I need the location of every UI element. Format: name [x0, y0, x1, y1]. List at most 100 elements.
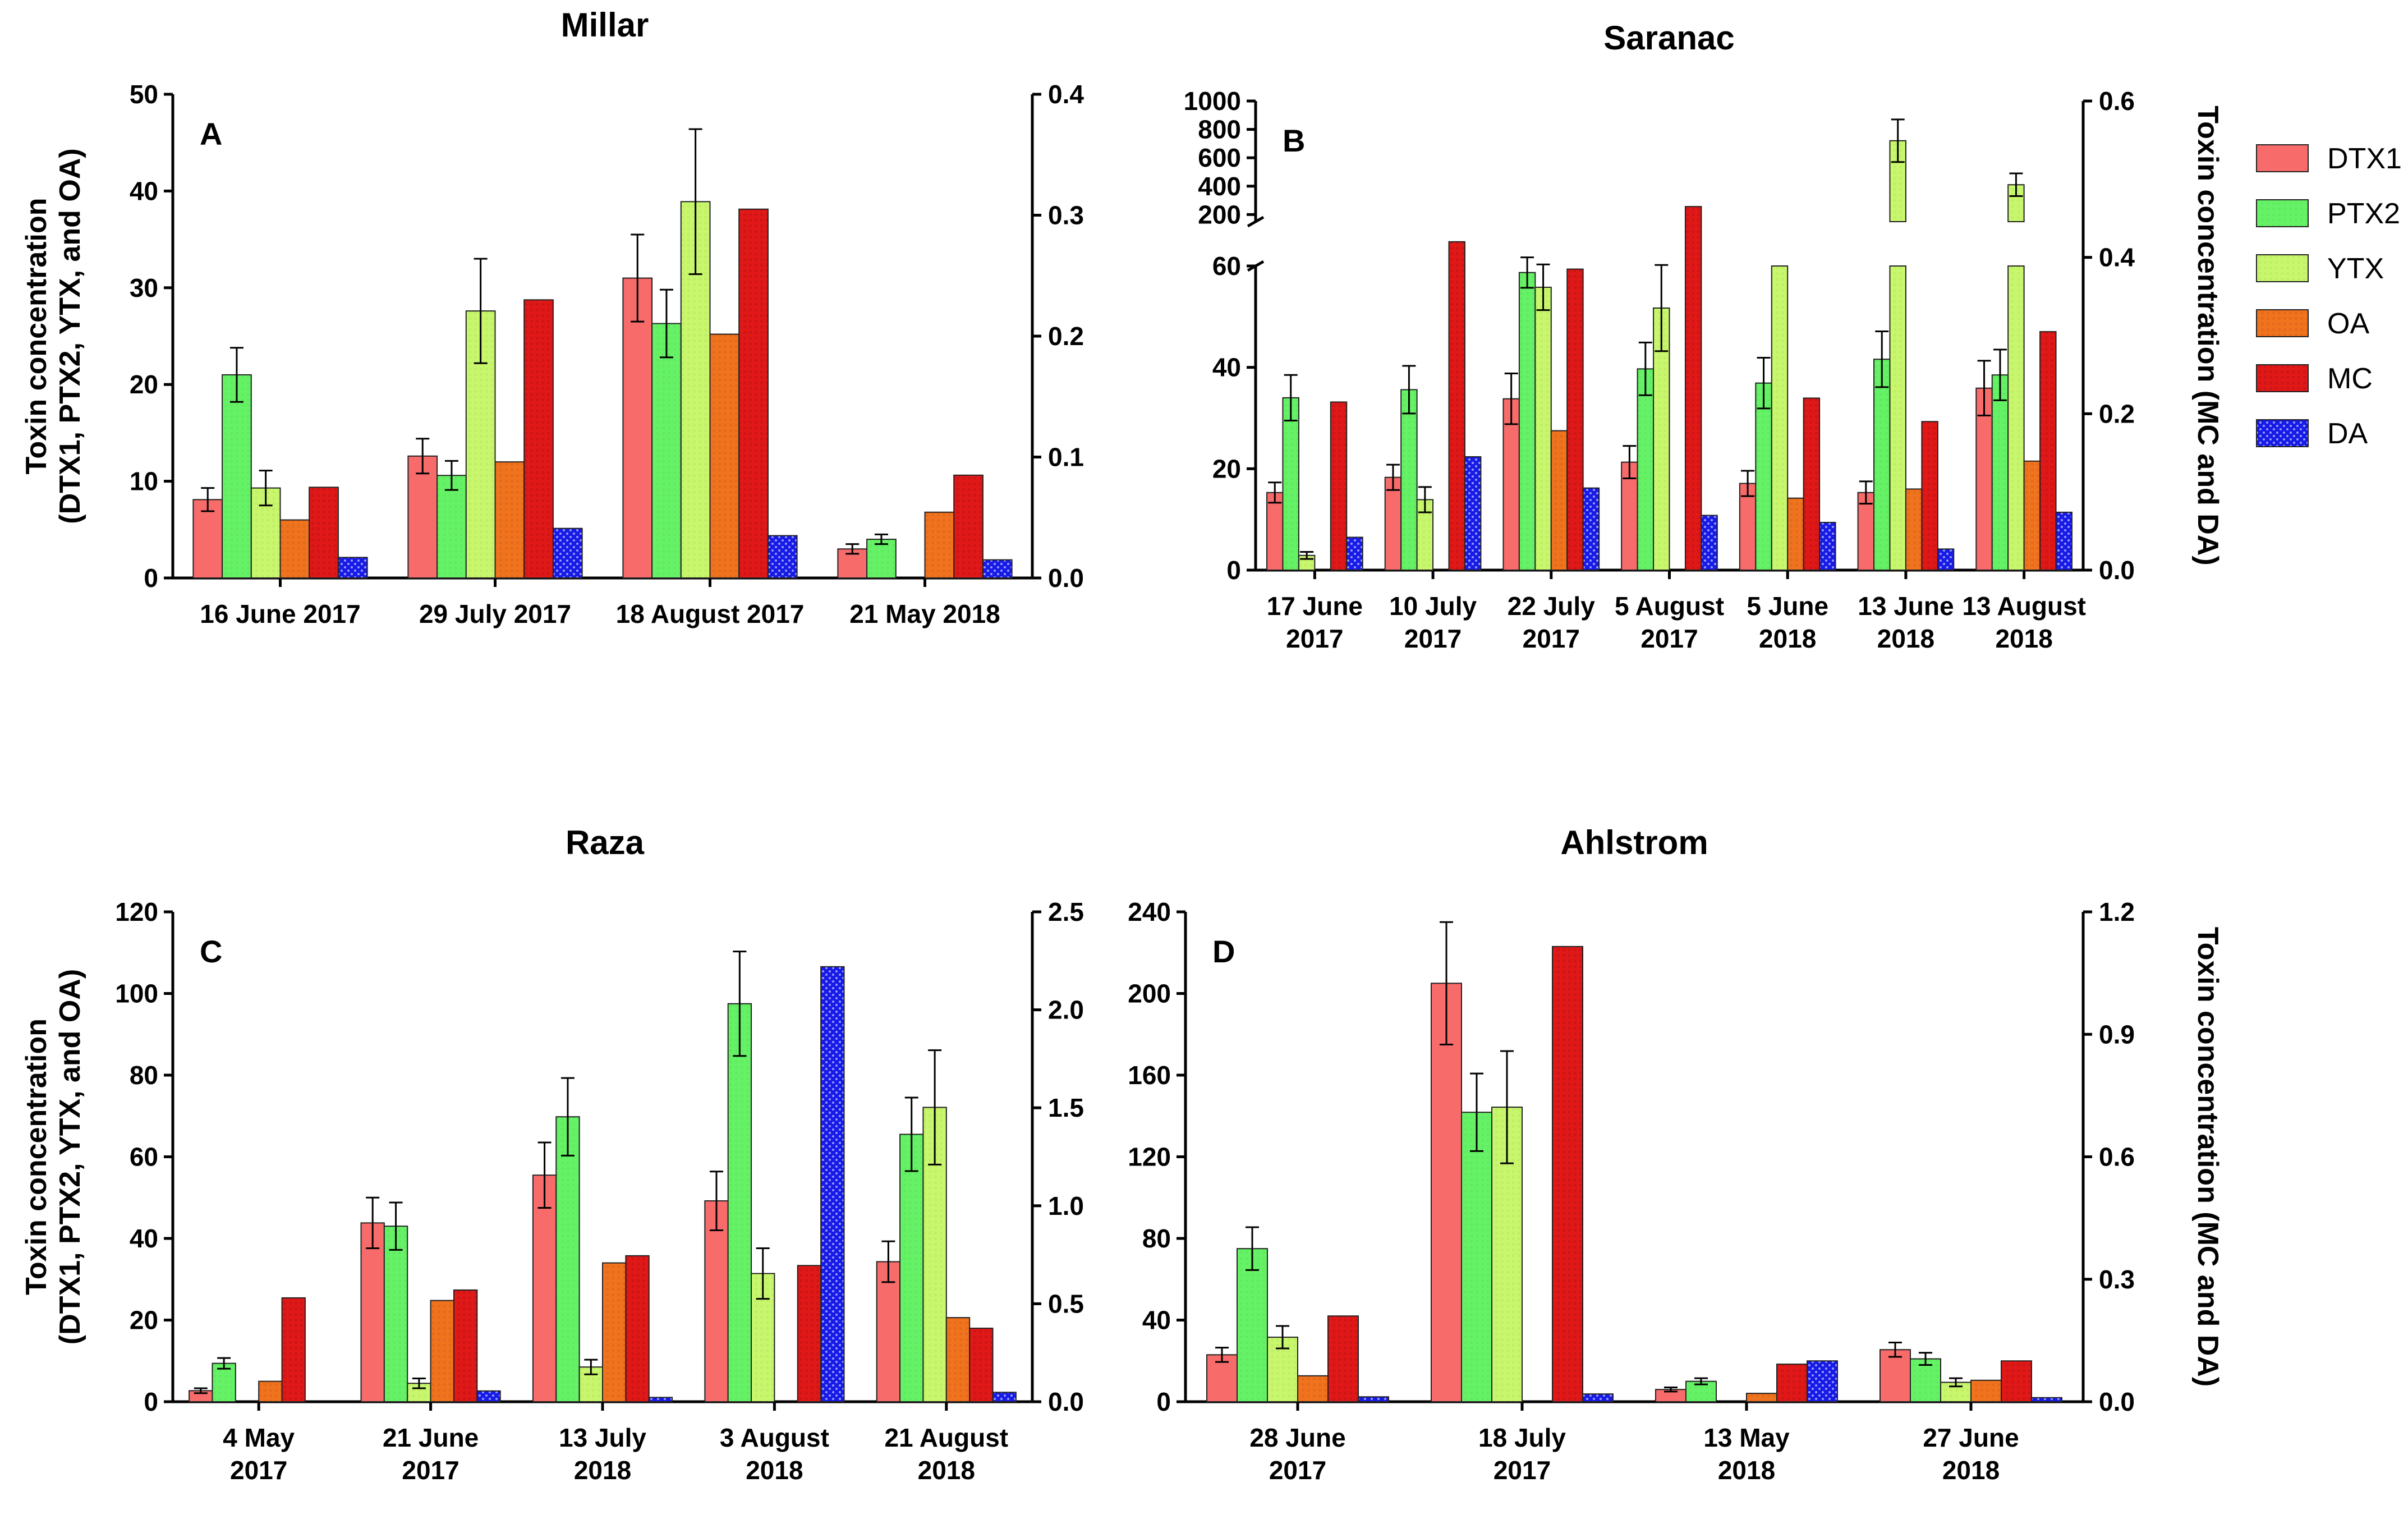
- bar-DTX1: [1431, 983, 1462, 1402]
- error-bar: [259, 470, 273, 507]
- error-bar: [217, 1357, 231, 1370]
- error-bar: [1504, 373, 1518, 425]
- bar-DA: [1807, 1360, 1838, 1402]
- x-tick-label: 5 June: [1747, 591, 1828, 621]
- error-bar: [2009, 172, 2023, 197]
- bar-MC: [1566, 268, 1584, 571]
- bar-PTX2: [1991, 374, 2009, 571]
- chart-panels: Millar A 0 10 20 30 40 50 0.0 0.1 0.2 0.3 0.4 16 June…: [20, 6, 2224, 1485]
- x-tick-label: 17 June: [1267, 591, 1363, 621]
- x-tick-label: 2018: [1718, 1456, 1775, 1485]
- y2-axis-label: Toxin concentration (MC and DA): [2191, 927, 2224, 1387]
- bar-PTX2: [866, 539, 897, 579]
- bar-PTX2: [1910, 1358, 1941, 1403]
- error-bar: [659, 288, 673, 359]
- x-tick-label: 13 May: [1703, 1423, 1790, 1452]
- x-tick-label: 21 June: [383, 1423, 479, 1452]
- y-tick-label: 40: [130, 1224, 158, 1253]
- error-bar: [1655, 264, 1669, 352]
- bar-DA: [552, 527, 583, 579]
- y-tick-label: 200: [1128, 979, 1171, 1008]
- error-bar: [1470, 1072, 1483, 1152]
- x-tick-label: 2017: [1404, 624, 1462, 653]
- y-tick-label: 1000: [1184, 86, 1241, 116]
- bar-PTX2: [1518, 272, 1536, 571]
- y2-tick-label: 0.6: [2099, 86, 2135, 116]
- y-tick-label: 600: [1198, 143, 1241, 172]
- y2-tick-label: 1.0: [1048, 1191, 1084, 1220]
- y-axis-label: (DTX1, PTX2, YTX, and OA): [54, 969, 86, 1344]
- x-tick-label: 2017: [1286, 624, 1343, 653]
- bar-MC: [281, 1297, 306, 1403]
- error-bar: [1276, 1325, 1289, 1350]
- error-bar: [1215, 1347, 1229, 1363]
- x-tick-label: 2018: [1759, 624, 1816, 653]
- y-tick-label: 40: [130, 176, 158, 205]
- x-tick-label: 4 May: [223, 1423, 295, 1452]
- panel-A: Millar A 0 10 20 30 40 50 0.0 0.1 0.2 0.3 0.4 16 June…: [20, 6, 1084, 628]
- bar-YTX: [1889, 265, 1906, 571]
- legend-swatch: [2256, 199, 2309, 227]
- bar-OA: [258, 1380, 283, 1402]
- x-tick-label: 2017: [1269, 1456, 1326, 1485]
- bar-MC: [1921, 421, 1938, 571]
- bar-DA: [648, 1397, 673, 1403]
- y-tick-label: 20: [130, 370, 158, 399]
- bar-PTX2: [436, 475, 467, 579]
- error-bar: [709, 1171, 723, 1231]
- y2-tick-label: 0.0: [1048, 563, 1084, 593]
- bar-OA: [430, 1300, 454, 1403]
- error-bar: [733, 951, 747, 1057]
- panel-C: Raza C 0 20 40 60 80 100 120 0.0 0.5 1.0 1.5 2.0 2.5 4 …: [20, 824, 1084, 1485]
- legend-item-ptx2: PTX2: [2256, 198, 2400, 230]
- error-bar: [1440, 921, 1453, 1045]
- bar-OA: [945, 1317, 971, 1403]
- y2-tick-label: 0.6: [2099, 1142, 2135, 1172]
- bar-PTX2: [1461, 1112, 1492, 1402]
- error-bar: [389, 1201, 403, 1251]
- legend-label: DTX1: [2327, 143, 2402, 175]
- panel-D: Ahlstrom D 0 40 80 120 160 200 240 0.0 0.3 0.6 0.9 1.…: [1128, 824, 2224, 1485]
- error-bar: [1402, 365, 1416, 415]
- y-tick-label: 800: [1198, 115, 1241, 144]
- bar-OA: [1550, 430, 1568, 571]
- bar-PTX2: [1237, 1248, 1268, 1402]
- error-bar: [584, 1359, 598, 1375]
- error-bar: [904, 1096, 918, 1172]
- panel-label: A: [200, 116, 222, 152]
- legend-swatch: [2256, 419, 2309, 447]
- x-tick-label: 2018: [574, 1456, 631, 1485]
- bar-OA: [602, 1262, 627, 1402]
- bar-PTX2: [555, 1116, 580, 1402]
- legend-item-dtx1: DTX1: [2256, 143, 2402, 175]
- bar-OA: [1905, 488, 1923, 571]
- legend: DTX1 PTX2 YTX OA MC DA: [2256, 143, 2402, 450]
- error-bar: [1741, 470, 1755, 497]
- y-tick-label: 40: [1142, 1306, 1171, 1335]
- bar-DA: [1582, 1393, 1614, 1402]
- error-bar: [1284, 374, 1298, 422]
- x-tick-label: 18 August 2017: [616, 599, 805, 628]
- bar-MC: [453, 1289, 478, 1403]
- y2-tick-label: 0.1: [1048, 443, 1084, 472]
- error-bar: [1500, 1050, 1514, 1164]
- y-tick-label: 120: [115, 897, 158, 926]
- bar-DA: [820, 966, 845, 1402]
- y-tick-label: 240: [1128, 897, 1171, 926]
- error-bar: [874, 533, 888, 545]
- x-tick-label: 2018: [746, 1456, 803, 1485]
- bar-DTX1: [1266, 492, 1284, 571]
- chart-title: Ahlstrom: [1560, 824, 1708, 861]
- bar-MC: [1803, 397, 1821, 571]
- y-tick-label: 200: [1198, 200, 1241, 229]
- y-tick-label: 0: [1156, 1387, 1171, 1416]
- bar-PTX2: [727, 1003, 752, 1402]
- error-bar: [1859, 480, 1873, 505]
- bar-MC: [1448, 241, 1465, 571]
- y2-tick-label: 1.2: [2099, 897, 2135, 926]
- x-tick-label: 21 August: [884, 1423, 1008, 1452]
- bar-DTX1: [704, 1200, 729, 1403]
- bar-DTX1: [1384, 476, 1402, 571]
